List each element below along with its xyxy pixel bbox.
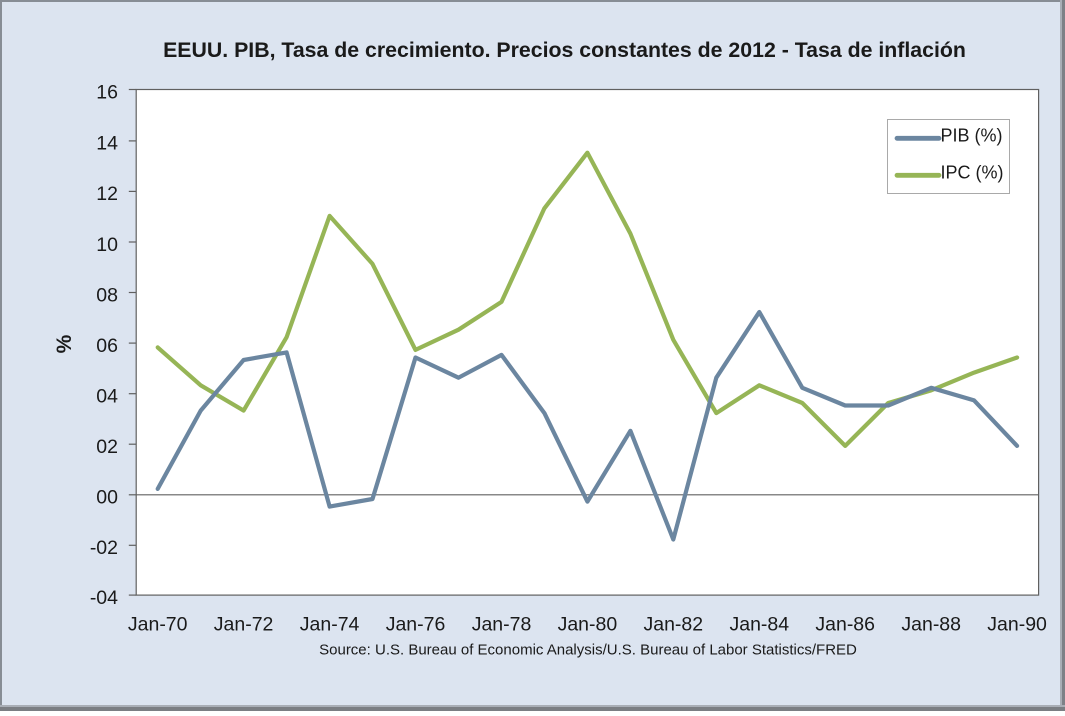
svg-text:Source: U.S. Bureau of Economi: Source: U.S. Bureau of Economic Analysis… [319, 642, 857, 659]
svg-text:12: 12 [96, 183, 118, 205]
svg-text:Jan-76: Jan-76 [386, 614, 446, 636]
svg-text:Jan-70: Jan-70 [128, 614, 188, 636]
svg-text:EEUU. PIB, Tasa de crecimiento: EEUU. PIB, Tasa de crecimiento. Precios … [163, 38, 966, 62]
svg-text:Jan-72: Jan-72 [214, 614, 274, 636]
svg-text:-02: -02 [90, 537, 118, 559]
svg-text:14: 14 [96, 133, 118, 155]
svg-text:Jan-78: Jan-78 [472, 614, 532, 636]
svg-text:IPC (%): IPC (%) [941, 163, 1004, 183]
svg-text:16: 16 [96, 81, 118, 103]
svg-text:PIB (%): PIB (%) [941, 126, 1003, 146]
svg-text:Jan-74: Jan-74 [300, 614, 360, 636]
svg-text:Jan-88: Jan-88 [901, 614, 961, 636]
svg-text:10: 10 [96, 234, 118, 256]
svg-text:08: 08 [96, 284, 118, 306]
svg-text:02: 02 [96, 436, 118, 458]
svg-text:04: 04 [96, 386, 118, 408]
svg-text:-04: -04 [90, 587, 118, 609]
svg-text:Jan-80: Jan-80 [558, 614, 618, 636]
svg-text:Jan-82: Jan-82 [643, 614, 703, 636]
svg-text:Jan-90: Jan-90 [987, 614, 1047, 636]
svg-text:06: 06 [96, 335, 118, 357]
svg-text:Jan-84: Jan-84 [729, 614, 789, 636]
svg-text:%: % [53, 334, 76, 353]
svg-text:Jan-86: Jan-86 [815, 614, 875, 636]
svg-text:00: 00 [96, 487, 118, 509]
